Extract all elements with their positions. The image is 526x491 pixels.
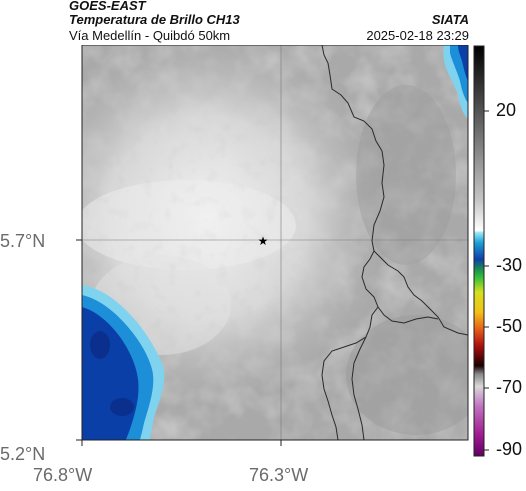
colorbar-tick-neg70: -70 — [496, 377, 523, 397]
colorbar-tick-neg50: -50 — [496, 316, 523, 336]
organization-label: SIATA — [431, 12, 469, 27]
area-subtitle: Vía Medellín - Quibdó 50km — [69, 28, 231, 43]
location-marker-star-icon[interactable]: ★ — [258, 234, 269, 248]
colorbar-tick-neg90: -90 — [496, 439, 523, 459]
cold-cloud-southwest — [82, 285, 165, 440]
temperature-colorbar — [473, 45, 489, 457]
cold-cloud-northeast — [443, 45, 468, 119]
department-boundary — [321, 45, 468, 440]
lat-label-5-2: 5.2°N — [0, 444, 46, 464]
gridlines — [82, 45, 468, 440]
colorbar-tick-20: 20 — [496, 100, 517, 120]
satellite-map[interactable]: ★ — [66, 45, 470, 456]
timestamp-label: 2025-02-18 23:29 — [366, 28, 469, 43]
lat-label-5-7: 5.7°N — [0, 231, 46, 251]
colorbar-tick-neg30: -30 — [496, 255, 523, 275]
map-frame — [81, 45, 469, 441]
lon-label-76-8: 76.8°W — [33, 465, 93, 485]
satellite-imagery: ★ — [82, 45, 468, 440]
satellite-title: GOES-EAST — [69, 0, 146, 13]
product-title: Temperatura de Brillo CH13 — [69, 12, 240, 27]
lon-label-76-3: 76.3°W — [249, 465, 309, 485]
